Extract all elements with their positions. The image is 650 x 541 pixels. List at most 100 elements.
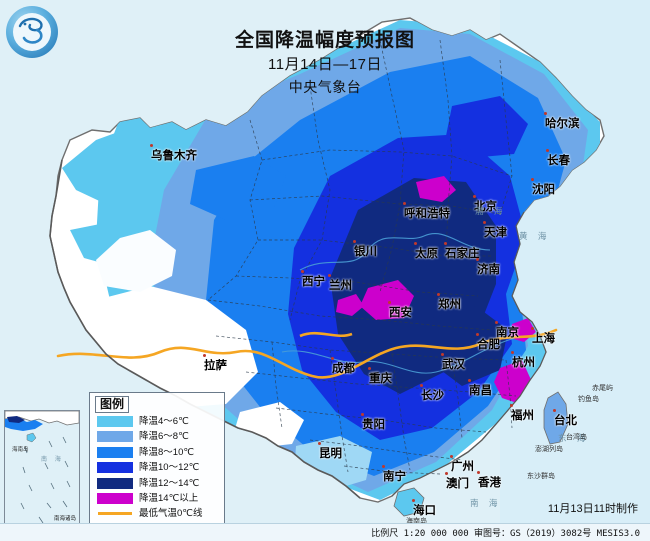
sea-name-label: 渤 海 (475, 206, 507, 216)
city-dot (414, 242, 417, 245)
city-dot (477, 471, 480, 474)
city-label: 昆明 (319, 448, 342, 460)
city-dot (450, 455, 453, 458)
city-label: 海口 (413, 505, 436, 517)
city-dot (328, 274, 331, 277)
city-dot (412, 499, 415, 502)
date-range: 11月14日—17日 (268, 56, 382, 73)
city-label: 香港 (478, 477, 501, 489)
city-label: 上海 (532, 333, 555, 345)
city-label: 呼和浩特 (404, 208, 450, 220)
city-label: 济南 (477, 264, 500, 276)
city-dot (441, 353, 444, 356)
city-label: 北京 (474, 201, 497, 213)
island-label: 钓鱼岛 (578, 396, 599, 403)
city-label: 贵阳 (362, 419, 385, 431)
legend-color-swatch (97, 446, 133, 458)
city-label: 福州 (511, 410, 534, 422)
zero-degree-contour (56, 328, 558, 379)
city-dot (353, 240, 356, 243)
footer-scale-approval: 比例尺 1:20 000 000 审图号：GS（2019）3082号 MESIS… (371, 529, 640, 539)
legend-color-swatch (97, 462, 133, 474)
legend-label: 降温14℃以上 (139, 493, 199, 504)
city-dot (468, 379, 471, 382)
city-label: 成都 (332, 363, 355, 375)
city-label: 天津 (484, 227, 507, 239)
city-dot (531, 327, 534, 330)
inset-hainan-label: 海南岛 (12, 447, 29, 453)
legend-color-swatch (97, 493, 133, 504)
city-dot (382, 465, 385, 468)
inset-map-canvas: 南 海 (5, 411, 79, 535)
city-label: 沈阳 (532, 184, 555, 196)
title-block: 全国降温幅度预报图 11月14日—17日 中央气象台 (180, 28, 470, 98)
city-label: 郑州 (438, 299, 461, 311)
legend-title: 图例 (95, 396, 130, 413)
footer-bar: 比例尺 1:20 000 000 审图号：GS（2019）3082号 MESIS… (0, 523, 650, 541)
city-label: 台北 (554, 415, 577, 427)
city-label: 乌鲁木齐 (151, 150, 197, 162)
city-label: 南宁 (383, 471, 406, 483)
sea-name-label: 东 海 (558, 433, 590, 443)
city-dot (511, 351, 514, 354)
city-label: 合肥 (477, 339, 500, 351)
legend-label: 降温6～8℃ (139, 431, 189, 443)
legend-color-swatch (97, 416, 133, 427)
legend-label: 降温12～14℃ (139, 477, 200, 489)
city-label: 西宁 (302, 276, 325, 288)
city-label: 石家庄 (445, 248, 480, 260)
city-dot (546, 149, 549, 152)
sea-name-label: 南 海 (470, 498, 502, 508)
city-label: 兰州 (329, 280, 352, 292)
city-dot (437, 293, 440, 296)
city-dot (368, 367, 371, 370)
city-dot (318, 442, 321, 445)
city-dot (150, 144, 153, 147)
city-dot (361, 413, 364, 416)
city-label: 太原 (415, 248, 438, 260)
legend-color-swatch (97, 431, 133, 443)
island-label: 赤尾屿 (592, 385, 613, 392)
inset-title: 南海诸岛 (53, 516, 76, 522)
city-dot (531, 178, 534, 181)
city-dot (403, 202, 406, 205)
city-dot (476, 258, 479, 261)
made-time-label: 11月13日11时制作 (547, 503, 638, 515)
legend-label: 降温8～10℃ (139, 446, 195, 458)
city-label: 西安 (389, 307, 412, 319)
city-dot (510, 404, 513, 407)
issuer-label: 中央气象台 (288, 79, 362, 95)
city-label: 拉萨 (204, 360, 227, 372)
legend-color-swatch (97, 477, 133, 489)
south-china-sea-inset: 南 海 海南岛 南海诸岛 1:40 000 000 (4, 410, 80, 536)
legend-line-sample (98, 512, 132, 516)
city-label: 长沙 (421, 390, 444, 402)
legend-label: 降温10～12℃ (139, 462, 200, 474)
city-label: 南京 (496, 327, 519, 339)
city-label: 武汉 (442, 359, 465, 371)
city-dot (553, 409, 556, 412)
city-dot (203, 354, 206, 357)
island-label: 澎湖列岛 (535, 446, 563, 453)
city-label: 澳门 (446, 478, 469, 490)
island-label: 海南岛 (406, 518, 427, 525)
dragon-icon (18, 17, 43, 44)
island-label: 台湾岛 (566, 434, 587, 441)
legend-label: 降温4～6℃ (139, 416, 189, 427)
svg-text:南 海: 南 海 (41, 455, 64, 463)
legend-label: 最低气温0℃线 (139, 508, 203, 520)
city-dot (473, 195, 476, 198)
city-dot (544, 112, 547, 115)
legend-panel: 图例 降温4～6℃ 降温6～8℃ 降温8～10℃ 降温10～12℃ 降温12～14℃ 降温… (89, 392, 225, 526)
city-dot (331, 357, 334, 360)
cma-logo (6, 6, 58, 58)
island-label: 东沙群岛 (527, 473, 555, 480)
city-dot (388, 301, 391, 304)
city-label: 广州 (451, 461, 474, 473)
city-dot (444, 242, 447, 245)
city-label: 哈尔滨 (545, 118, 580, 130)
city-dot (495, 321, 498, 324)
city-label: 长春 (547, 155, 570, 167)
